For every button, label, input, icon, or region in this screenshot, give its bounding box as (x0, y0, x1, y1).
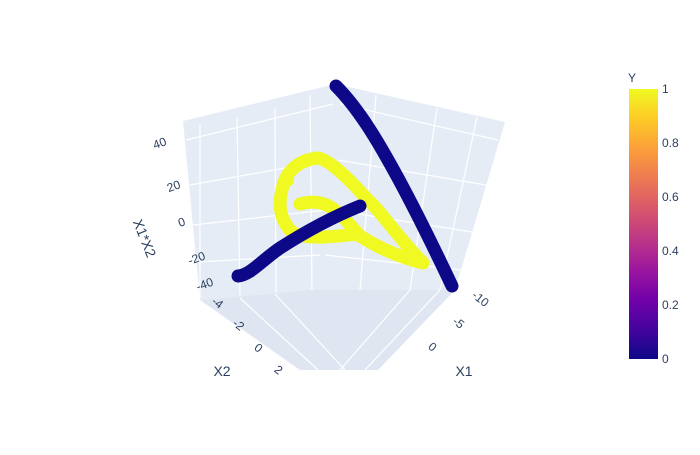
x-axis-title: X1 (455, 363, 472, 379)
z-axis-ticks: 40 20 0 -20 -40 (151, 134, 216, 294)
data-strand-class-1 (273, 151, 430, 270)
z-tick-label: -20 (186, 249, 207, 268)
data-strand-class-0 (231, 199, 367, 283)
colorbar-title: Y (628, 71, 636, 85)
data-strands (231, 79, 459, 293)
back-wall-left (183, 84, 335, 300)
grid-line (309, 94, 313, 291)
colorbar-tick-label: 0.4 (662, 244, 679, 258)
colorbar-tick-label: 1 (662, 82, 669, 96)
colorbar-tick-label: 0.6 (662, 190, 679, 204)
grid-line (192, 209, 327, 226)
z-tick-label: 40 (151, 134, 169, 152)
grid-line (274, 293, 346, 371)
z-tick-label: -40 (194, 275, 215, 294)
colorbar-tick-label: 0.2 (662, 298, 679, 312)
colorbar-tick-label: 0 (662, 352, 669, 366)
grid-line (239, 297, 319, 371)
y-tick-label: 0 (252, 340, 266, 355)
x-tick-label: -10 (469, 288, 492, 310)
data-strand-class-0 (329, 79, 459, 293)
x-tick-label: -5 (450, 314, 467, 332)
floor (200, 290, 455, 370)
z-tick-label: 20 (165, 177, 183, 195)
grid-line (236, 116, 241, 296)
grid-line (185, 103, 334, 141)
colorbar-tick-label: 0.8 (662, 136, 679, 150)
z-axis-title: X1*X2 (130, 217, 160, 260)
colorbar-ticks: 1 0.8 0.6 0.4 0.2 0 (662, 82, 679, 366)
y-axis-title: X2 (213, 363, 230, 379)
grid-line (339, 103, 499, 141)
grid-line (337, 159, 487, 186)
data-marker (280, 173, 294, 187)
z-tick-label: 0 (176, 214, 187, 230)
grid-line (339, 289, 411, 371)
colorbar (629, 89, 658, 359)
y-tick-label: 2 (272, 362, 286, 377)
x-tick-label: 0 (426, 339, 440, 354)
grid-line (364, 289, 441, 371)
